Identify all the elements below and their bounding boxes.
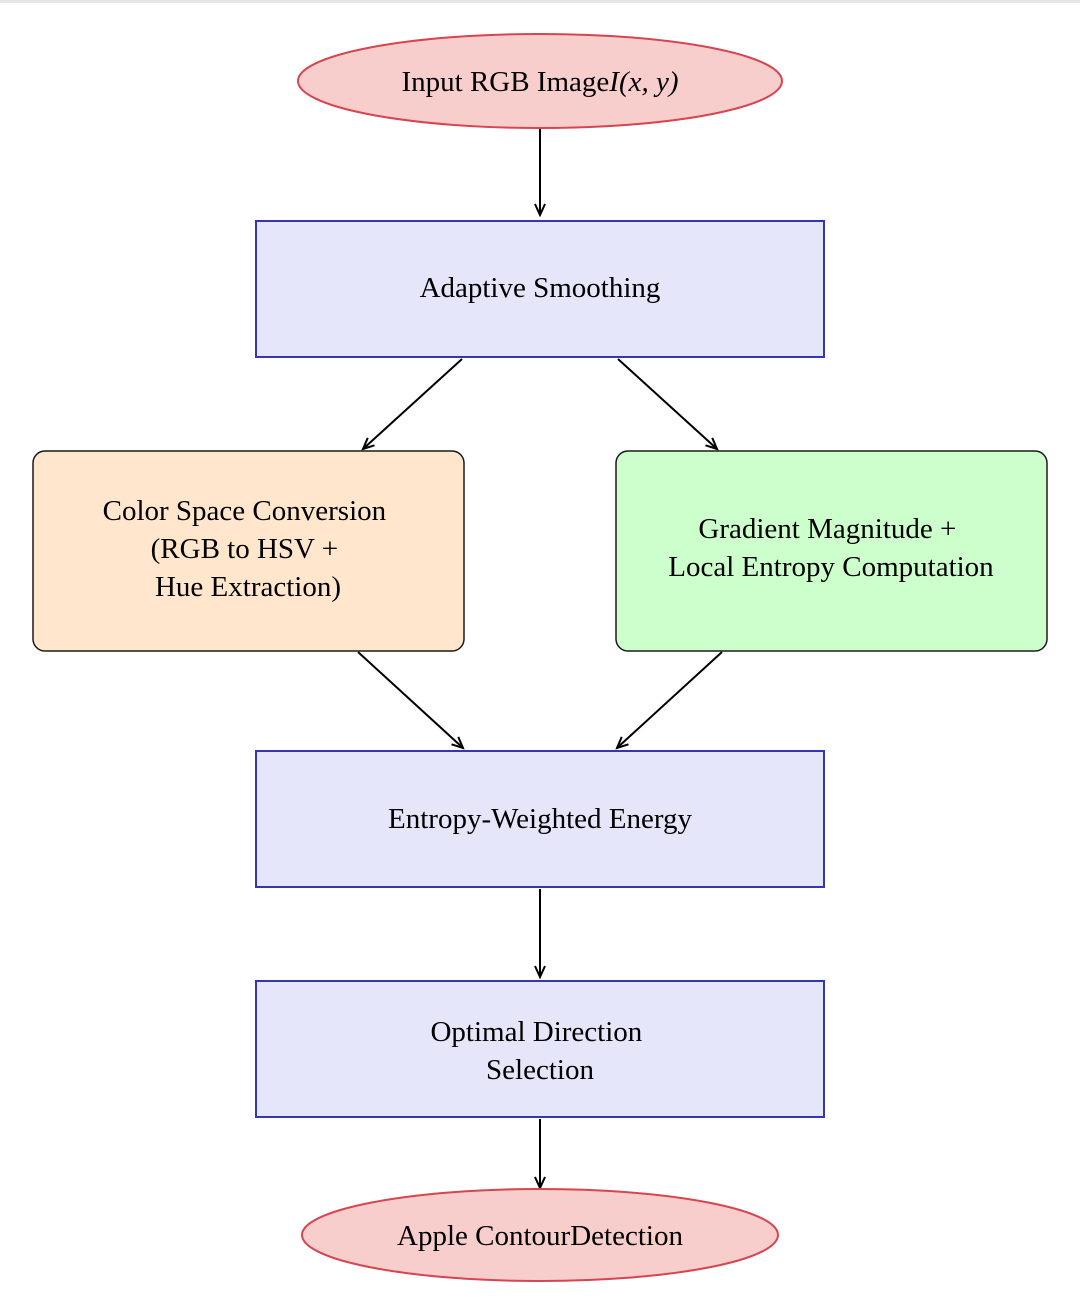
- edge-smoothing-to-color-space: [363, 358, 463, 449]
- edge-color-space-to-energy: [357, 651, 463, 748]
- gradient-shape: [615, 450, 1048, 652]
- node-color-space: Color Space Conversion (RGB to HSV + Hue…: [32, 450, 465, 652]
- output-label: Apple ContourDetection: [397, 1220, 683, 1252]
- node-direction: Optimal Direction Selection: [255, 980, 825, 1118]
- energy-shape: [255, 750, 825, 888]
- smoothing-shape: [255, 220, 825, 358]
- direction-label: Optimal Direction Selection: [430, 1016, 649, 1086]
- output-shape: [301, 1188, 779, 1282]
- node-energy: Entropy-Weighted Energy: [255, 750, 825, 888]
- node-input: Input RGB ImageI(x, y): [297, 33, 783, 129]
- edge-smoothing-to-gradient: [617, 358, 717, 449]
- direction-shape: [255, 980, 825, 1118]
- edges: [357, 128, 723, 1188]
- color-space-shape: [32, 450, 465, 652]
- top-border: [0, 0, 1080, 3]
- smoothing-label: Adaptive Smoothing: [420, 272, 661, 304]
- gradient-label: Gradient Magnitude + Local Entropy Compu…: [668, 513, 994, 583]
- input-label: Input RGB ImageI(x, y): [401, 66, 678, 98]
- edge-gradient-to-energy: [617, 651, 723, 748]
- energy-label: Entropy-Weighted Energy: [388, 803, 692, 835]
- node-gradient: Gradient Magnitude + Local Entropy Compu…: [615, 450, 1048, 652]
- color-space-label: Color Space Conversion (RGB to HSV + Hue…: [103, 495, 394, 603]
- node-output: Apple ContourDetection: [301, 1188, 779, 1282]
- node-smoothing: Adaptive Smoothing: [255, 220, 825, 358]
- input-shape: [297, 33, 783, 129]
